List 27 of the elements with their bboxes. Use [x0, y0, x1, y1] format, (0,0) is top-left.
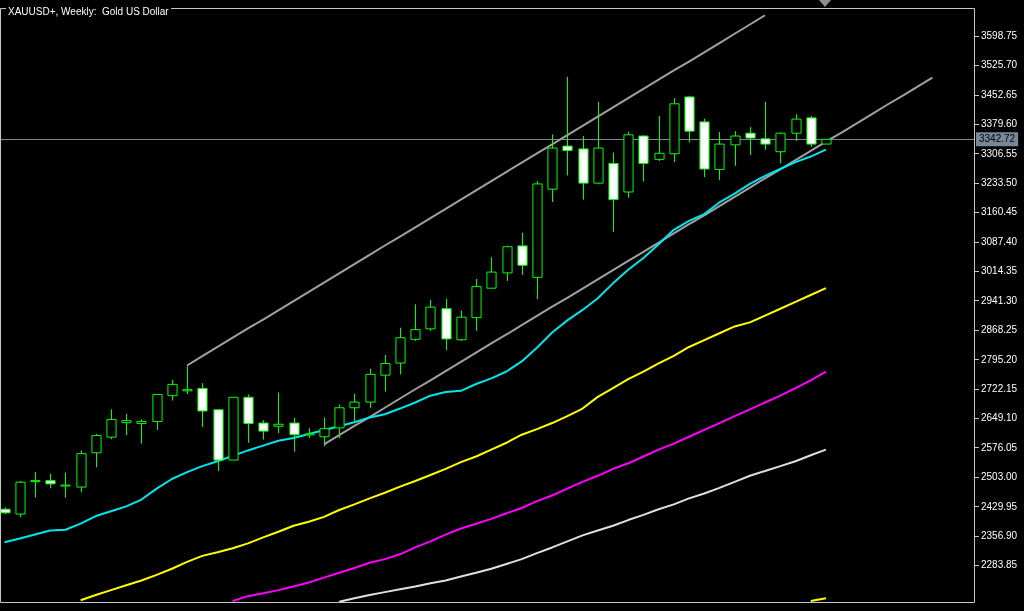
y-tick-label: 2503.00 [981, 471, 1018, 483]
candlestick [517, 232, 528, 276]
y-tick-label: 3306.55 [981, 147, 1018, 159]
y-tick-label: 3160.45 [981, 206, 1018, 218]
chart-title: XAUUSD+, Weekly: Gold US Dollar [6, 6, 171, 17]
y-tick-label: 2941.30 [981, 294, 1018, 306]
y-tick-label: 2576.05 [981, 441, 1018, 453]
y-tick-label: 2868.25 [981, 324, 1018, 336]
y-tick-label: 3379.60 [981, 118, 1018, 130]
y-tick-label: 3598.75 [981, 30, 1018, 42]
ref-line-label: 3342.72 [979, 133, 1016, 145]
y-tick-label: 3525.70 [981, 59, 1018, 71]
y-tick-label: 3452.65 [981, 88, 1018, 100]
y-tick-label: 2356.90 [981, 529, 1018, 541]
candlestick [760, 101, 771, 151]
y-tick-label: 3014.35 [981, 265, 1018, 277]
candlestick [395, 327, 406, 375]
y-tick-label: 2795.20 [981, 353, 1018, 365]
candlestick [410, 303, 421, 342]
y-tick-label: 2722.15 [981, 382, 1018, 394]
y-tick-label: 3087.40 [981, 235, 1018, 247]
y-tick-label: 2429.95 [981, 500, 1018, 512]
y-tick-label: 3233.50 [981, 177, 1018, 189]
y-tick-label: 2649.10 [981, 412, 1018, 424]
candlestick [578, 135, 589, 201]
y-tick-label: 2283.85 [981, 559, 1018, 571]
candlestick [532, 180, 543, 300]
